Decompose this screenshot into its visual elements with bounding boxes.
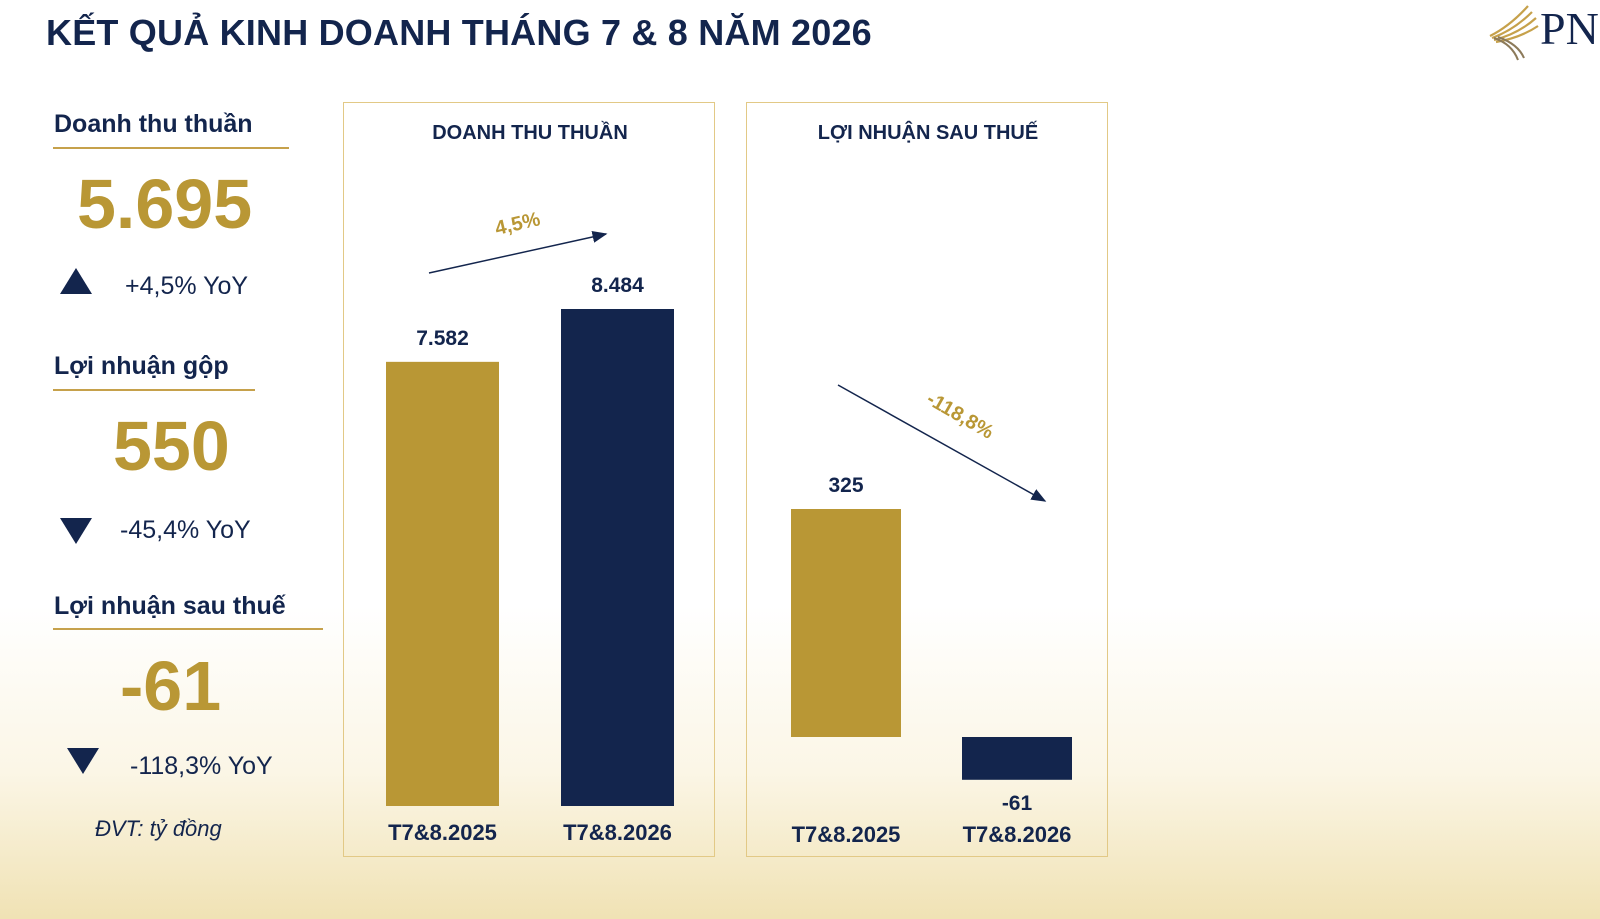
kpi-revenue-label: Doanh thu thuần — [54, 110, 253, 138]
kpi-revenue-value: 5.695 — [77, 165, 253, 243]
data-label: 325 — [828, 474, 863, 497]
page-title: KẾT QUẢ KINH DOANH THÁNG 7 & 8 NĂM 2026 — [46, 12, 872, 53]
kpi-net-profit-yoy: -118,3% YoY — [130, 752, 273, 780]
revenue-chart: DOANH THU THUẦN 7.582 T7&8.2025 8.484 T7&8.2… — [386, 121, 674, 845]
triangle-down-icon — [60, 518, 92, 544]
change-label: -118,8% — [923, 388, 998, 444]
chart-title: DOANH THU THUẦN — [432, 121, 628, 144]
x-tick-label: T7&8.2026 — [963, 822, 1072, 847]
revenue-chart-panel: DOANH THU THUẦN 7.582 T7&8.2025 8.484 T7&8.2… — [343, 102, 715, 857]
chart-title: LỢI NHUẬN SAU THUẾ — [818, 120, 1038, 144]
kpi-gross-profit-yoy: -45,4% YoY — [120, 516, 251, 544]
kpi-gross-profit-underline — [53, 389, 255, 391]
kpi-gross-profit-value: 550 — [113, 407, 230, 485]
kpi-net-profit-value: -61 — [120, 647, 222, 725]
change-label: 4,5% — [493, 208, 543, 240]
bar-1 — [791, 509, 901, 737]
net-profit-chart-panel: LỢI NHUẬN SAU THUẾ 325 T7&8.2025 -61 T7&8.20… — [746, 102, 1108, 857]
kpi-revenue-yoy: +4,5% YoY — [125, 272, 249, 300]
data-label: -61 — [1002, 792, 1033, 815]
x-tick-label: T7&8.2025 — [388, 820, 497, 845]
triangle-down-icon — [67, 748, 99, 774]
kpi-net-profit-label: Lợi nhuận sau thuế — [54, 592, 286, 620]
bar-2 — [962, 737, 1072, 780]
logo-text: PN — [1540, 3, 1599, 54]
data-label: 8.484 — [591, 274, 644, 297]
x-tick-label: T7&8.2025 — [792, 822, 901, 847]
trend-arrow — [428, 231, 608, 274]
unit-note: ĐVT: tỷ đồng — [95, 816, 222, 841]
kpi-net-profit-underline — [53, 628, 323, 630]
trend-arrow — [837, 384, 1047, 502]
x-tick-label: T7&8.2026 — [563, 820, 672, 845]
net-profit-chart: LỢI NHUẬN SAU THUẾ 325 T7&8.2025 -61 T7&8.20… — [791, 120, 1072, 847]
triangle-up-icon — [60, 268, 92, 294]
bar-1 — [386, 361, 499, 806]
data-label: 7.582 — [416, 327, 469, 350]
bar-2 — [561, 309, 674, 806]
kpi-gross-profit-label: Lợi nhuận gộp — [54, 352, 229, 380]
company-logo-icon — [1489, 5, 1539, 61]
kpi-revenue-underline — [53, 147, 289, 149]
